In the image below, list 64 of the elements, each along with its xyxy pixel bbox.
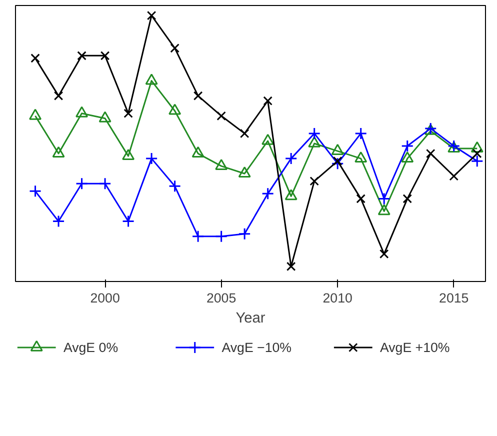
point [426, 148, 436, 158]
point [378, 192, 390, 205]
point [145, 74, 158, 85]
point [470, 141, 484, 152]
x-axis-title: Year [236, 310, 266, 326]
point [192, 146, 204, 158]
point [402, 194, 412, 204]
point [401, 151, 414, 162]
point [122, 215, 135, 228]
legend-label: AvgE −10% [222, 340, 292, 355]
point [192, 230, 204, 243]
point [98, 111, 112, 122]
point [52, 146, 65, 158]
point [98, 177, 112, 190]
legend-label: AvgE +10% [380, 340, 450, 355]
point [122, 148, 135, 160]
legend-label: AvgE 0% [63, 340, 118, 355]
point [284, 152, 298, 165]
point [215, 158, 228, 170]
point [52, 215, 65, 228]
point [332, 156, 342, 166]
point [378, 204, 390, 216]
point [146, 10, 156, 20]
x-tick-label: 2010 [322, 290, 352, 306]
point [124, 108, 133, 118]
point [379, 249, 389, 259]
point [472, 148, 482, 158]
point [238, 166, 251, 178]
point [308, 127, 321, 140]
point [215, 230, 228, 243]
point [286, 262, 296, 272]
point [284, 189, 298, 200]
point [168, 104, 182, 115]
x-tick-label: 2000 [90, 290, 120, 306]
point [262, 187, 274, 200]
x-tick-label: 2005 [206, 290, 236, 306]
point [401, 140, 414, 152]
point [170, 44, 180, 53]
point [449, 171, 459, 181]
point [100, 51, 110, 60]
point [263, 96, 272, 106]
point [54, 91, 64, 100]
point [77, 51, 86, 60]
point [470, 154, 484, 168]
point [216, 111, 226, 121]
point [354, 151, 368, 162]
point [331, 144, 344, 155]
point [240, 128, 250, 138]
point [168, 180, 182, 192]
point [354, 127, 368, 140]
point [76, 177, 88, 190]
point [30, 54, 40, 63]
point [29, 108, 42, 120]
point [308, 136, 321, 148]
point [145, 152, 158, 165]
point [238, 228, 251, 240]
point [356, 194, 366, 204]
point [331, 157, 344, 170]
point [76, 106, 88, 118]
point [193, 91, 203, 100]
point [262, 134, 274, 145]
point [29, 184, 42, 198]
x-tick-label: 2015 [439, 290, 469, 306]
point [310, 176, 319, 186]
